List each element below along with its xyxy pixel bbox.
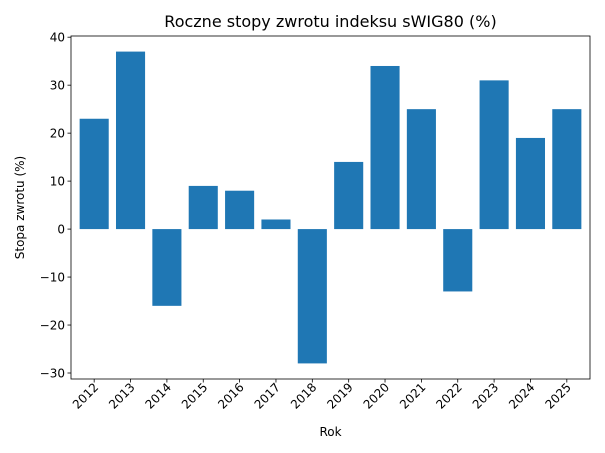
x-tick-label: 2017 [252, 380, 283, 411]
y-tick-label: 20 [50, 127, 65, 141]
bar-2018 [297, 229, 327, 364]
y-axis-title: Stopa zwrotu (%) [13, 156, 27, 259]
bars-group [79, 51, 582, 364]
y-tick-label: −20 [40, 319, 65, 333]
y-tick-label: 30 [50, 79, 65, 93]
x-tick-label: 2024 [506, 380, 537, 411]
y-axis: −30 −20 −10 0 10 20 30 40 [40, 31, 71, 381]
x-tick-label: 2013 [106, 380, 137, 411]
x-axis: 2012 2013 2014 2015 2016 2017 2018 2019 2020 2021… [70, 379, 574, 412]
bar-2015 [188, 185, 218, 230]
bar-2016 [225, 190, 255, 230]
x-tick-label: 2022 [433, 380, 464, 411]
bar-2017 [261, 219, 291, 230]
x-tick-label: 2023 [470, 380, 501, 411]
x-tick-label: 2021 [397, 380, 428, 411]
x-tick-label: 2025 [542, 380, 573, 411]
y-tick-label: −10 [40, 271, 65, 285]
bar-2012 [79, 118, 109, 230]
bar-2020 [370, 65, 400, 230]
bar-2019 [334, 161, 364, 230]
x-tick-label: 2020 [361, 380, 392, 411]
bar-2025 [552, 109, 582, 230]
chart-title: Roczne stopy zwrotu indeksu sWIG80 (%) [164, 12, 496, 31]
x-tick-label: 2019 [324, 380, 355, 411]
bar-2022 [443, 229, 473, 292]
bar-2014 [152, 229, 182, 306]
y-tick-label: 10 [50, 175, 65, 189]
x-tick-label: 2014 [143, 380, 174, 411]
x-tick-label: 2015 [179, 380, 210, 411]
bar-2024 [515, 137, 546, 230]
x-axis-title: Rok [319, 425, 341, 439]
y-tick-label: 40 [50, 31, 65, 45]
bar-2013 [115, 51, 146, 230]
x-tick-label: 2018 [288, 380, 319, 411]
x-tick-label: 2012 [70, 380, 101, 411]
x-tick-label: 2016 [215, 380, 246, 411]
bar-2021 [406, 109, 436, 230]
bar-2023 [479, 80, 509, 230]
y-tick-label: 0 [57, 223, 65, 237]
plot-frame [70, 35, 591, 380]
y-tick-label: −30 [40, 367, 65, 381]
